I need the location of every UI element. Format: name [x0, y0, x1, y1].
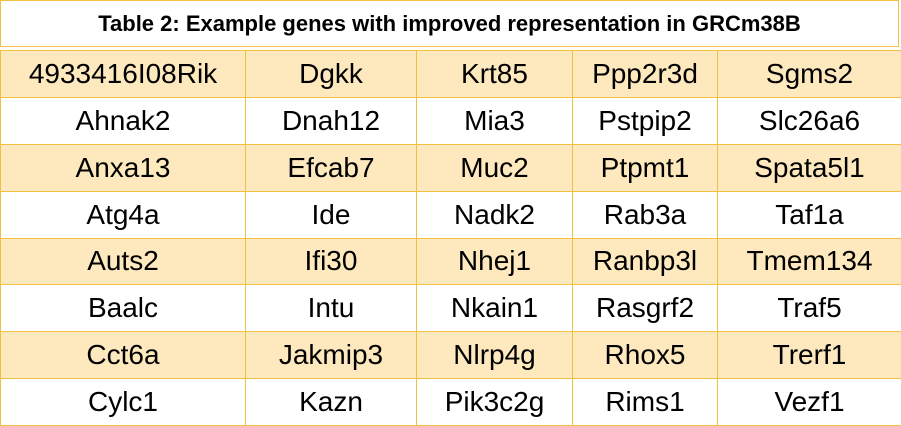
- table-row: Auts2 Ifi30 Nhej1 Ranbp3l Tmem134: [0, 237, 901, 286]
- gene-cell: Cct6a: [0, 331, 246, 380]
- table-row: 4933416I08Rik Dgkk Krt85 Ppp2r3d Sgms2: [0, 50, 901, 98]
- gene-cell: Nadk2: [416, 190, 573, 239]
- gene-cell: Jakmip3: [245, 331, 417, 380]
- gene-cell: Vezf1: [717, 378, 901, 426]
- gene-cell: Auts2: [0, 237, 246, 286]
- gene-cell: Atg4a: [0, 190, 246, 239]
- gene-cell: Nhej1: [416, 237, 573, 286]
- table-row: Atg4a Ide Nadk2 Rab3a Taf1a: [0, 190, 901, 239]
- gene-cell: Nkain1: [416, 284, 573, 333]
- gene-cell: Intu: [245, 284, 417, 333]
- gene-table-body: 4933416I08Rik Dgkk Krt85 Ppp2r3d Sgms2 A…: [0, 50, 901, 426]
- gene-cell: Rhox5: [572, 331, 718, 380]
- gene-cell: Sgms2: [717, 50, 901, 98]
- gene-cell: Dgkk: [245, 50, 417, 98]
- gene-cell: Baalc: [0, 284, 246, 333]
- gene-cell: Muc2: [416, 143, 573, 192]
- table-row: Cylc1 Kazn Pik3c2g Rims1 Vezf1: [0, 378, 901, 426]
- gene-cell: Rims1: [572, 378, 718, 426]
- gene-cell: Ranbp3l: [572, 237, 718, 286]
- gene-cell: Rab3a: [572, 190, 718, 239]
- gene-table: 4933416I08Rik Dgkk Krt85 Ppp2r3d Sgms2 A…: [0, 50, 901, 426]
- gene-cell: Ide: [245, 190, 417, 239]
- table-row: Baalc Intu Nkain1 Rasgrf2 Traf5: [0, 284, 901, 333]
- table-row: Cct6a Jakmip3 Nlrp4g Rhox5 Trerf1: [0, 331, 901, 380]
- gene-cell: Krt85: [416, 50, 573, 98]
- gene-cell: Traf5: [717, 284, 901, 333]
- gene-cell: Rasgrf2: [572, 284, 718, 333]
- gene-cell: Slc26a6: [717, 96, 901, 145]
- gene-cell: Pik3c2g: [416, 378, 573, 426]
- gene-cell: Anxa13: [0, 143, 246, 192]
- gene-cell: Tmem134: [717, 237, 901, 286]
- table-title: Table 2: Example genes with improved rep…: [0, 0, 899, 47]
- gene-cell: Ahnak2: [0, 96, 246, 145]
- gene-cell: Cylc1: [0, 378, 246, 426]
- gene-cell: Pstpip2: [572, 96, 718, 145]
- gene-cell: Efcab7: [245, 143, 417, 192]
- gene-cell: Nlrp4g: [416, 331, 573, 380]
- gene-cell: Kazn: [245, 378, 417, 426]
- gene-cell: Trerf1: [717, 331, 901, 380]
- gene-cell: Taf1a: [717, 190, 901, 239]
- table-row: Anxa13 Efcab7 Muc2 Ptpmt1 Spata5l1: [0, 143, 901, 192]
- gene-cell: Mia3: [416, 96, 573, 145]
- gene-cell: Dnah12: [245, 96, 417, 145]
- gene-cell: 4933416I08Rik: [0, 50, 246, 98]
- gene-cell: Ifi30: [245, 237, 417, 286]
- gene-cell: Ptpmt1: [572, 143, 718, 192]
- gene-cell: Ppp2r3d: [572, 50, 718, 98]
- gene-cell: Spata5l1: [717, 143, 901, 192]
- table-row: Ahnak2 Dnah12 Mia3 Pstpip2 Slc26a6: [0, 96, 901, 145]
